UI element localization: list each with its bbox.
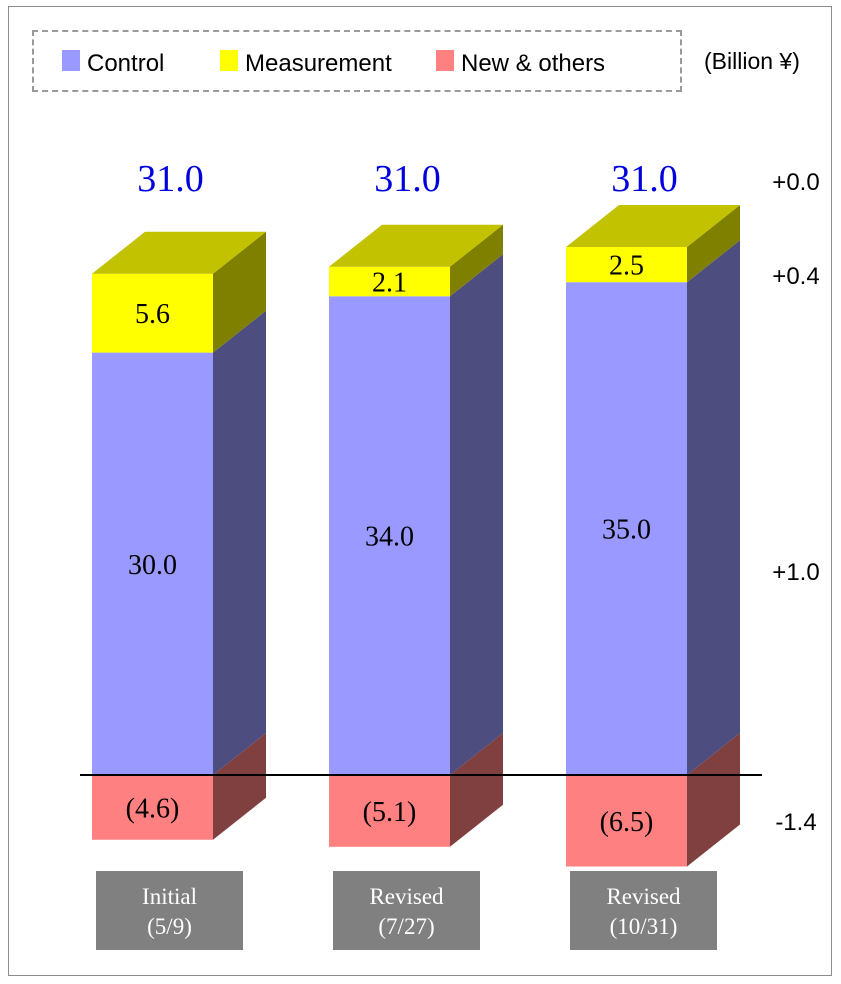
bar-2-other-front <box>566 775 687 867</box>
legend-label-2: New & others <box>461 50 605 77</box>
bar-1-other-front <box>329 775 450 847</box>
bar-0-control-side <box>213 310 266 775</box>
legend-box <box>32 30 682 92</box>
bar-1-control-side <box>450 254 503 775</box>
bar-0-control-front <box>92 352 213 775</box>
legend-swatch-2 <box>436 50 454 71</box>
legend-label-1: Measurement <box>245 50 392 77</box>
labels: 30.0 5.6 (4.6) 31.0 Initial (5/9) 34.0 2.1 (5.1)… <box>96 158 820 950</box>
label-control-0: 30.0 <box>128 550 177 581</box>
bar-0-other-front <box>92 775 213 840</box>
bar-2-control-side <box>687 240 740 775</box>
label-other-1: (5.1) <box>363 797 417 828</box>
category-box-0 <box>96 871 243 950</box>
bar-2-measurement-top <box>566 205 740 247</box>
label-measurement-2: 2.5 <box>609 251 644 282</box>
category-label-0-0: Initial <box>142 884 197 909</box>
bar-1-control-front <box>329 296 450 775</box>
bars <box>80 205 762 867</box>
label-total-1: 31.0 <box>374 158 441 200</box>
delta-annotation-3: -1.4 <box>775 809 816 836</box>
bar-2-measurement-side <box>687 205 740 283</box>
bar-0-measurement-front <box>92 273 213 353</box>
category-box-2 <box>570 871 717 950</box>
bar-1-measurement-side <box>450 224 503 297</box>
category-label-0-1: (5/9) <box>147 914 192 939</box>
bar-1-measurement-top <box>329 224 503 267</box>
bar-2-control-front <box>566 282 687 775</box>
legend-swatch-1 <box>220 50 238 71</box>
delta-annotation-2: +1.0 <box>772 559 819 586</box>
bar-0-measurement-side <box>213 231 266 353</box>
legend-items: Control Measurement New & others <box>62 50 605 77</box>
unit-label: (Billion ¥) <box>704 48 800 74</box>
label-measurement-1: 2.1 <box>372 267 407 298</box>
label-other-2: (6.5) <box>600 807 654 838</box>
legend-swatch-0 <box>62 50 80 71</box>
label-total-2: 31.0 <box>611 158 678 200</box>
bar-0-measurement-top <box>92 231 266 274</box>
category-label-1-1: (7/27) <box>378 914 434 939</box>
label-control-2: 35.0 <box>602 515 651 546</box>
label-other-0: (4.6) <box>126 793 180 824</box>
legend-label-0: Control <box>87 50 164 77</box>
delta-annotation-1: +0.4 <box>772 263 819 290</box>
bar-1-measurement-front <box>329 266 450 297</box>
category-label-1-0: Revised <box>369 884 444 909</box>
label-total-0: 31.0 <box>137 158 204 200</box>
delta-annotation-0: +0.0 <box>772 169 819 196</box>
bar-2-other-side <box>687 733 740 867</box>
label-measurement-0: 5.6 <box>135 299 170 330</box>
bar-2-measurement-front <box>566 247 687 283</box>
category-label-2-0: Revised <box>606 884 681 909</box>
category-label-2-1: (10/31) <box>610 914 678 939</box>
bar-1-other-side <box>450 733 503 847</box>
label-control-1: 34.0 <box>365 522 414 553</box>
bar-0-other-side <box>213 733 266 840</box>
category-box-1 <box>333 871 480 950</box>
